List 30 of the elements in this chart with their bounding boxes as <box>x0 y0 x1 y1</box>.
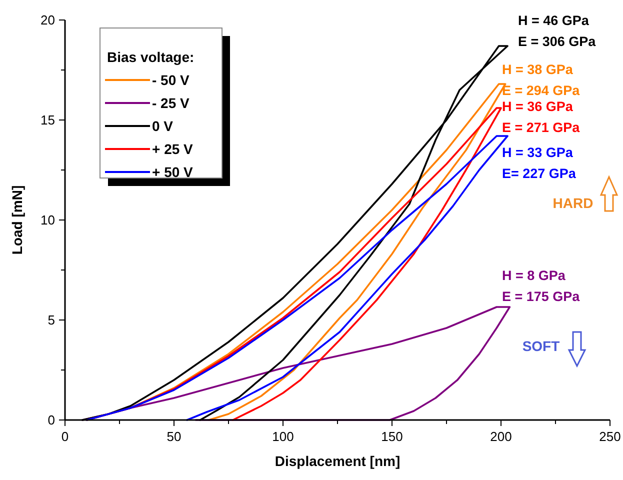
annotation: H = 8 GPa <box>502 268 566 283</box>
x-tick-label: 150 <box>381 429 403 444</box>
y-tick-label: 0 <box>48 412 55 428</box>
annotation: HARD <box>552 194 594 211</box>
y-axis-title: Load [mN] <box>9 185 25 255</box>
y-tick-label: 10 <box>40 212 55 228</box>
legend-title: Bias voltage: <box>107 49 194 65</box>
annotation: H = 33 GPa <box>502 145 574 160</box>
x-tick-label: 100 <box>272 429 294 444</box>
annotation: H = 36 GPa <box>502 99 574 114</box>
legend-label: - 50 V <box>152 72 190 88</box>
annotation: H = 46 GPa <box>518 13 590 28</box>
annotation: SOFT <box>522 338 560 354</box>
y-tick-label: 15 <box>40 112 55 128</box>
annotation: E = 306 GPa <box>518 34 596 49</box>
legend-label: 0 V <box>152 118 174 134</box>
x-axis-title: Displacement [nm] <box>274 453 400 469</box>
y-tick-label: 5 <box>48 312 55 328</box>
legend-label: + 50 V <box>152 164 194 180</box>
annotation: E= 227 GPa <box>502 166 576 181</box>
x-tick-label: 0 <box>61 429 69 444</box>
legend-label: + 25 V <box>152 141 194 157</box>
x-tick-label: 50 <box>166 429 182 444</box>
legend-label: - 25 V <box>152 95 190 111</box>
x-tick-label: 250 <box>599 429 621 444</box>
annotation: H = 38 GPa <box>502 62 574 77</box>
x-tick-label: 200 <box>490 429 512 444</box>
y-tick-label: 20 <box>40 12 55 28</box>
annotation: E = 271 GPa <box>502 120 580 135</box>
annotation: E = 175 GPa <box>502 289 580 304</box>
